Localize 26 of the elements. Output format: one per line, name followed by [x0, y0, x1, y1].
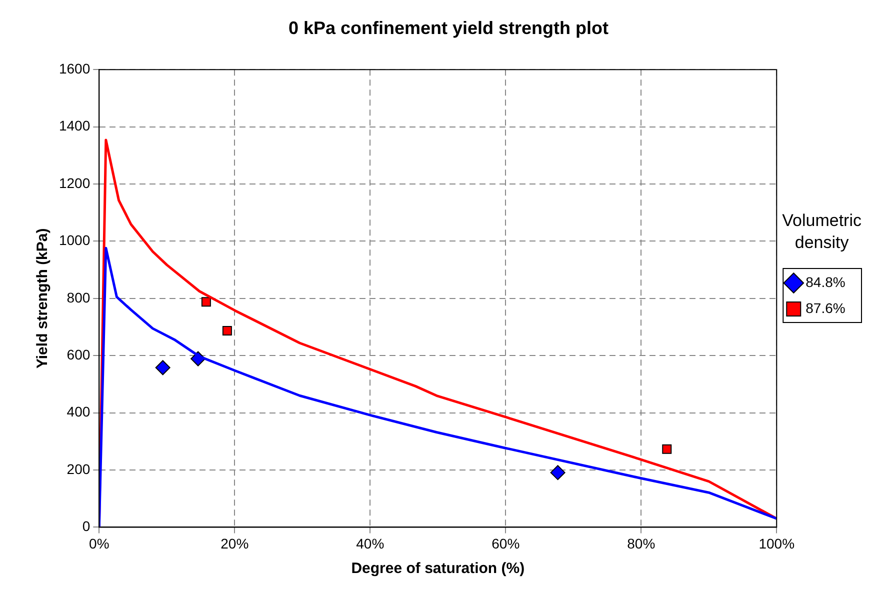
- y-tick-label: 0: [82, 518, 90, 534]
- y-tick-label: 1400: [58, 118, 90, 134]
- x-tick-label: 80%: [627, 535, 656, 552]
- y-axis-title: Yield strength (kPa): [34, 228, 52, 369]
- y-tick-label: 1600: [58, 60, 90, 76]
- legend-label: 84.8%: [806, 274, 858, 290]
- legend-title: Volumetric density: [782, 211, 862, 252]
- point: [222, 326, 232, 336]
- x-tick-label: 100%: [758, 535, 795, 552]
- point: [155, 360, 170, 376]
- legend-label: 87.6%: [806, 300, 858, 316]
- x-tick-label: 20%: [220, 535, 249, 552]
- x-tick-label: 0%: [89, 535, 110, 552]
- x-axis-title: Degree of saturation (%): [351, 560, 525, 578]
- y-tick-label: 1200: [58, 174, 90, 191]
- y-tick-label: 1000: [58, 232, 90, 248]
- y-tick-label: 600: [66, 346, 90, 362]
- point: [550, 465, 566, 480]
- y-tick-label: 800: [66, 289, 90, 306]
- point: [662, 444, 672, 454]
- point: [201, 297, 211, 307]
- y-tick-label: 400: [66, 404, 90, 420]
- x-tick-label: 40%: [356, 535, 384, 552]
- x-tick-label: 60%: [492, 535, 520, 552]
- y-tick-label: 200: [66, 460, 90, 477]
- chart-title: 0 kPa confinement yield strength plot: [288, 18, 609, 38]
